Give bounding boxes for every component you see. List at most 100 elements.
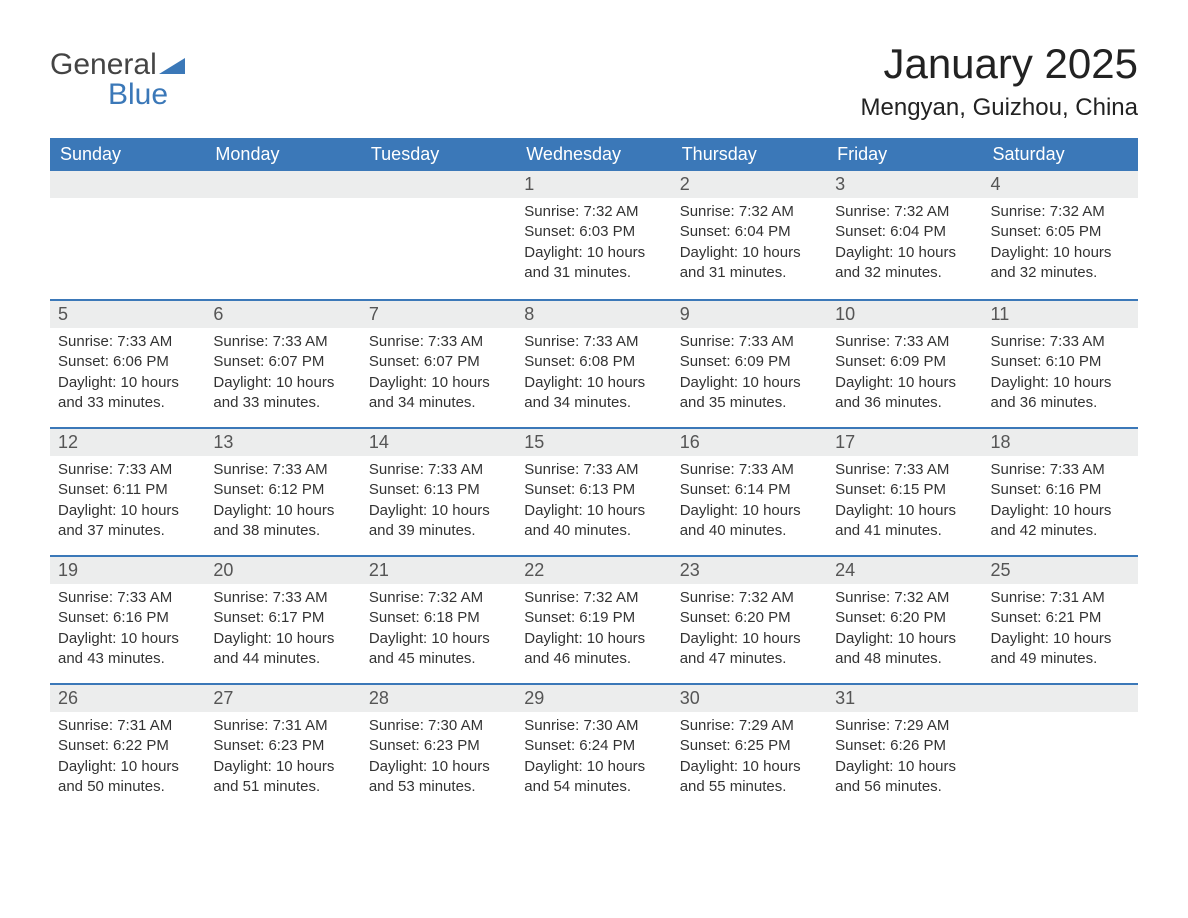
week-row: 5Sunrise: 7:33 AMSunset: 6:06 PMDaylight… <box>50 299 1138 427</box>
day-number: 25 <box>983 557 1138 584</box>
sunset-line: Sunset: 6:14 PM <box>680 480 819 500</box>
day-number: 22 <box>516 557 671 584</box>
brand-logo: General Blue <box>50 50 185 110</box>
sunrise-line: Sunrise: 7:30 AM <box>369 716 508 736</box>
sunrise-line: Sunrise: 7:33 AM <box>524 332 663 352</box>
sunset-line: Sunset: 6:03 PM <box>524 222 663 242</box>
daylight-line: Daylight: 10 hours and 36 minutes. <box>835 373 974 414</box>
sunrise-line: Sunrise: 7:32 AM <box>369 588 508 608</box>
day-number: 19 <box>50 557 205 584</box>
day-content: Sunrise: 7:33 AMSunset: 6:09 PMDaylight:… <box>827 328 982 423</box>
sunset-line: Sunset: 6:13 PM <box>524 480 663 500</box>
day-content: Sunrise: 7:32 AMSunset: 6:19 PMDaylight:… <box>516 584 671 679</box>
sunrise-line: Sunrise: 7:31 AM <box>58 716 197 736</box>
daylight-line: Daylight: 10 hours and 55 minutes. <box>680 757 819 798</box>
day-content: Sunrise: 7:30 AMSunset: 6:23 PMDaylight:… <box>361 712 516 807</box>
day-cell: 19Sunrise: 7:33 AMSunset: 6:16 PMDayligh… <box>50 557 205 683</box>
day-cell: 21Sunrise: 7:32 AMSunset: 6:18 PMDayligh… <box>361 557 516 683</box>
daylight-line: Daylight: 10 hours and 56 minutes. <box>835 757 974 798</box>
day-cell: 22Sunrise: 7:32 AMSunset: 6:19 PMDayligh… <box>516 557 671 683</box>
day-content: Sunrise: 7:30 AMSunset: 6:24 PMDaylight:… <box>516 712 671 807</box>
sunrise-line: Sunrise: 7:31 AM <box>991 588 1130 608</box>
sunset-line: Sunset: 6:20 PM <box>835 608 974 628</box>
sunset-line: Sunset: 6:20 PM <box>680 608 819 628</box>
day-number: 30 <box>672 685 827 712</box>
sunset-line: Sunset: 6:15 PM <box>835 480 974 500</box>
logo-triangle-icon <box>159 50 185 80</box>
daylight-line: Daylight: 10 hours and 33 minutes. <box>213 373 352 414</box>
day-cell: 8Sunrise: 7:33 AMSunset: 6:08 PMDaylight… <box>516 301 671 427</box>
day-content: Sunrise: 7:32 AMSunset: 6:04 PMDaylight:… <box>827 198 982 293</box>
day-cell: 14Sunrise: 7:33 AMSunset: 6:13 PMDayligh… <box>361 429 516 555</box>
topbar: General Blue January 2025 Mengyan, Guizh… <box>50 40 1138 122</box>
day-number: 8 <box>516 301 671 328</box>
sunrise-line: Sunrise: 7:33 AM <box>213 460 352 480</box>
sunset-line: Sunset: 6:23 PM <box>369 736 508 756</box>
day-content: Sunrise: 7:32 AMSunset: 6:05 PMDaylight:… <box>983 198 1138 293</box>
day-content: Sunrise: 7:29 AMSunset: 6:26 PMDaylight:… <box>827 712 982 807</box>
day-content: Sunrise: 7:33 AMSunset: 6:11 PMDaylight:… <box>50 456 205 551</box>
sunrise-line: Sunrise: 7:29 AM <box>835 716 974 736</box>
daylight-line: Daylight: 10 hours and 40 minutes. <box>524 501 663 542</box>
sunset-line: Sunset: 6:10 PM <box>991 352 1130 372</box>
day-content: Sunrise: 7:33 AMSunset: 6:10 PMDaylight:… <box>983 328 1138 423</box>
day-cell <box>983 685 1138 811</box>
sunrise-line: Sunrise: 7:31 AM <box>213 716 352 736</box>
day-number: 11 <box>983 301 1138 328</box>
day-number: 28 <box>361 685 516 712</box>
sunrise-line: Sunrise: 7:33 AM <box>58 588 197 608</box>
day-content: Sunrise: 7:33 AMSunset: 6:07 PMDaylight:… <box>361 328 516 423</box>
sunset-line: Sunset: 6:16 PM <box>991 480 1130 500</box>
day-number <box>50 171 205 198</box>
daylight-line: Daylight: 10 hours and 49 minutes. <box>991 629 1130 670</box>
day-cell: 1Sunrise: 7:32 AMSunset: 6:03 PMDaylight… <box>516 171 671 299</box>
day-cell: 2Sunrise: 7:32 AMSunset: 6:04 PMDaylight… <box>672 171 827 299</box>
day-content: Sunrise: 7:33 AMSunset: 6:12 PMDaylight:… <box>205 456 360 551</box>
day-number: 31 <box>827 685 982 712</box>
sunrise-line: Sunrise: 7:33 AM <box>991 332 1130 352</box>
day-number: 27 <box>205 685 360 712</box>
sunset-line: Sunset: 6:18 PM <box>369 608 508 628</box>
sunset-line: Sunset: 6:07 PM <box>213 352 352 372</box>
daylight-line: Daylight: 10 hours and 51 minutes. <box>213 757 352 798</box>
day-content: Sunrise: 7:32 AMSunset: 6:04 PMDaylight:… <box>672 198 827 293</box>
day-cell: 18Sunrise: 7:33 AMSunset: 6:16 PMDayligh… <box>983 429 1138 555</box>
day-content: Sunrise: 7:33 AMSunset: 6:08 PMDaylight:… <box>516 328 671 423</box>
sunset-line: Sunset: 6:04 PM <box>835 222 974 242</box>
day-number <box>205 171 360 198</box>
sunrise-line: Sunrise: 7:33 AM <box>680 332 819 352</box>
day-cell: 12Sunrise: 7:33 AMSunset: 6:11 PMDayligh… <box>50 429 205 555</box>
sunrise-line: Sunrise: 7:33 AM <box>991 460 1130 480</box>
day-content: Sunrise: 7:32 AMSunset: 6:18 PMDaylight:… <box>361 584 516 679</box>
weekday-header: Sunday <box>50 138 205 171</box>
day-number: 14 <box>361 429 516 456</box>
day-number: 1 <box>516 171 671 198</box>
sunset-line: Sunset: 6:19 PM <box>524 608 663 628</box>
day-cell <box>361 171 516 299</box>
day-cell: 30Sunrise: 7:29 AMSunset: 6:25 PMDayligh… <box>672 685 827 811</box>
day-number: 16 <box>672 429 827 456</box>
day-number <box>983 685 1138 712</box>
day-number: 6 <box>205 301 360 328</box>
day-cell: 4Sunrise: 7:32 AMSunset: 6:05 PMDaylight… <box>983 171 1138 299</box>
day-cell: 7Sunrise: 7:33 AMSunset: 6:07 PMDaylight… <box>361 301 516 427</box>
daylight-line: Daylight: 10 hours and 42 minutes. <box>991 501 1130 542</box>
day-number: 29 <box>516 685 671 712</box>
sunset-line: Sunset: 6:13 PM <box>369 480 508 500</box>
day-number: 15 <box>516 429 671 456</box>
daylight-line: Daylight: 10 hours and 44 minutes. <box>213 629 352 670</box>
daylight-line: Daylight: 10 hours and 46 minutes. <box>524 629 663 670</box>
daylight-line: Daylight: 10 hours and 34 minutes. <box>524 373 663 414</box>
weekday-header: Saturday <box>983 138 1138 171</box>
day-number: 17 <box>827 429 982 456</box>
day-content: Sunrise: 7:32 AMSunset: 6:20 PMDaylight:… <box>672 584 827 679</box>
daylight-line: Daylight: 10 hours and 37 minutes. <box>58 501 197 542</box>
day-number: 2 <box>672 171 827 198</box>
day-cell: 23Sunrise: 7:32 AMSunset: 6:20 PMDayligh… <box>672 557 827 683</box>
brand-text: General Blue <box>50 50 185 110</box>
day-number <box>361 171 516 198</box>
day-number: 3 <box>827 171 982 198</box>
sunrise-line: Sunrise: 7:32 AM <box>835 202 974 222</box>
day-cell: 26Sunrise: 7:31 AMSunset: 6:22 PMDayligh… <box>50 685 205 811</box>
day-content: Sunrise: 7:33 AMSunset: 6:16 PMDaylight:… <box>983 456 1138 551</box>
